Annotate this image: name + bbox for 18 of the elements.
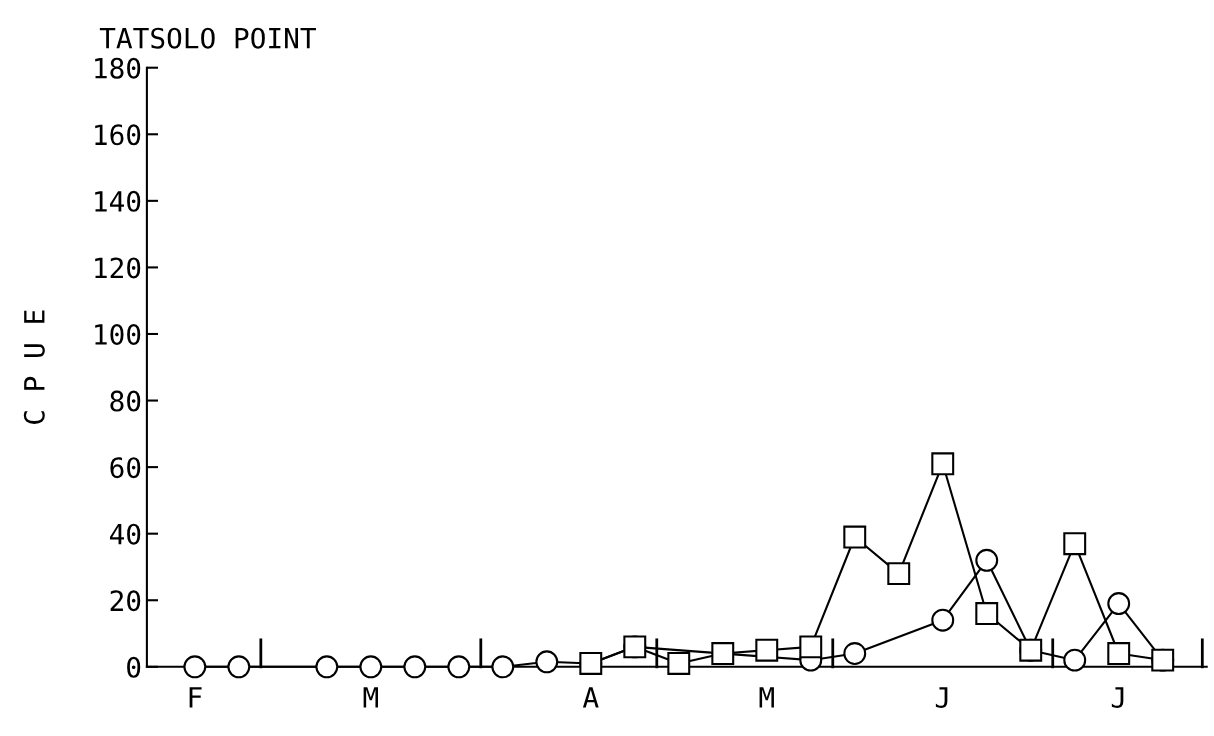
y-tick-label: 160	[95, 124, 141, 146]
x-tick-label: M	[363, 687, 378, 708]
y-tick-label: 80	[110, 390, 141, 412]
x-tick-label: J	[1111, 687, 1124, 708]
y-axis-title: C P U E	[23, 310, 45, 424]
y-tick-label: 20	[110, 590, 141, 612]
y-tick-label: 0	[127, 656, 141, 678]
chart-title: TATSOLO POINT	[99, 27, 316, 49]
y-tick-label: 60	[110, 457, 141, 479]
y-tick-label: 180	[95, 57, 141, 79]
x-tick-label: F	[189, 687, 202, 708]
y-tick-label: 40	[109, 523, 141, 545]
x-tick-label: M	[759, 687, 774, 708]
y-tick-label: 100	[95, 323, 141, 345]
y-tick-label: 140	[95, 190, 141, 212]
y-tick-label: 120	[95, 257, 141, 279]
x-tick-label: A	[582, 687, 599, 708]
x-tick-label: J	[935, 687, 948, 708]
